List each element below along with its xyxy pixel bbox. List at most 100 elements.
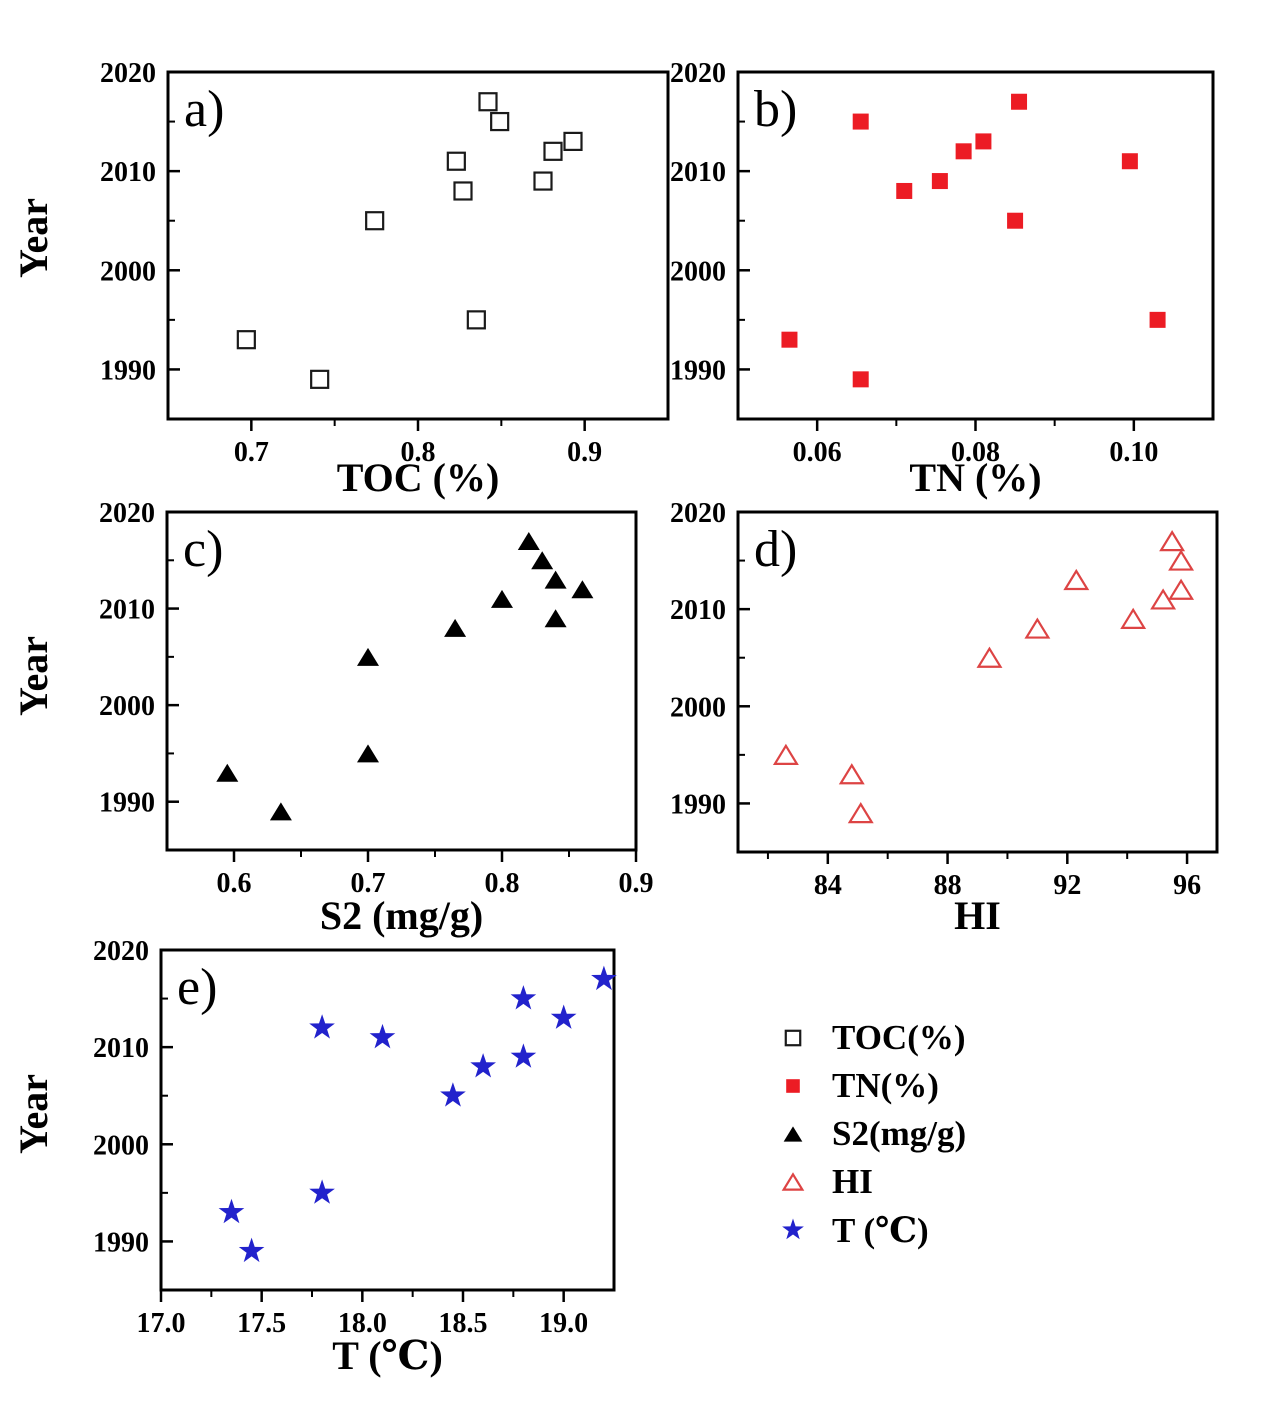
x-tick-label: 17.5 [237, 1308, 286, 1339]
data-point [781, 1172, 805, 1191]
x-tick-label: 18.5 [439, 1308, 488, 1339]
data-point [216, 763, 239, 782]
y-tick-label: 2000 [100, 256, 156, 287]
x-tick-label: 96 [1173, 870, 1201, 901]
x-tick-label: 84 [814, 870, 842, 901]
data-point [550, 1004, 577, 1029]
data-point [543, 141, 563, 161]
data-point [238, 1237, 265, 1263]
data-point [269, 802, 292, 821]
data-point [847, 802, 874, 824]
xaxis-title-toc: TOC (%) [336, 455, 500, 500]
scatter-panel-d: 84 88 92 96 1990 2000 2010 2020 [670, 498, 1219, 901]
legend-item-t: T (℃) [772, 1206, 966, 1254]
y-tick-label: 2000 [670, 692, 726, 723]
legend-label: T (℃) [832, 1210, 929, 1250]
data-point [365, 211, 385, 231]
data-point [591, 965, 617, 991]
data-point [309, 1014, 335, 1039]
square-open-icon [784, 1029, 802, 1047]
xaxis-title-hi: HI [954, 893, 1001, 938]
data-point [236, 330, 256, 350]
y-tick-label: 2000 [99, 691, 155, 722]
y-tick-label: 2010 [93, 1033, 149, 1064]
data-point [838, 763, 865, 785]
y-tick-label: 1990 [93, 1227, 149, 1258]
data-point [976, 646, 1003, 668]
legend-label: S2(mg/g) [832, 1114, 967, 1153]
data-point [510, 1043, 537, 1068]
square-filled-icon [786, 1079, 800, 1093]
panel-letter-e: e) [177, 959, 218, 1016]
y-tick-label: 1990 [99, 788, 155, 819]
x-tick-label: 17.0 [137, 1308, 186, 1339]
x-tick-label: 0.9 [567, 437, 602, 468]
data-point [453, 181, 473, 201]
data-point [357, 744, 379, 763]
data-point [533, 171, 553, 191]
y-tick-label: 2010 [100, 157, 156, 188]
data-point [1168, 578, 1195, 600]
legend-item-s2: S2(mg/g) [772, 1110, 966, 1158]
x-tick-label: 0.06 [793, 437, 842, 468]
data-point [781, 331, 798, 348]
x-tick-label: 0.7 [234, 437, 269, 468]
legend-item-toc: TOC(%) [772, 1014, 966, 1062]
data-point [783, 1126, 803, 1142]
data-point [544, 609, 567, 628]
data-point [1120, 607, 1147, 629]
legend: TOC(%) TN(%) S2(mg/g) HI T (℃) [772, 1014, 966, 1254]
legend-item-hi: HI [772, 1158, 966, 1206]
plot-box [166, 70, 670, 421]
legend-item-tn: TN(%) [772, 1062, 966, 1110]
data-point [782, 1218, 804, 1240]
x-tick-label: 92 [1053, 870, 1081, 901]
scatter-panel-e: 17.0 17.5 18.0 18.5 19.0 1990 2000 2010 2020 [93, 936, 617, 1339]
data-point [852, 371, 869, 388]
legend-label: TN(%) [832, 1066, 939, 1105]
y-tick-label: 2010 [99, 595, 155, 626]
x-tick-label: 0.08 [951, 437, 1000, 468]
yaxis-title-year-a: Year [11, 198, 56, 278]
data-point [784, 1029, 802, 1047]
y-tick-label: 2020 [670, 58, 726, 89]
triangle-filled-icon [783, 1126, 803, 1142]
y-tick-label: 2010 [670, 595, 726, 626]
star-icon [782, 1218, 804, 1240]
y-tick-label: 2000 [670, 256, 726, 287]
data-point [1159, 530, 1186, 552]
scatter-panel-c: 0.6 0.7 0.8 0.9 1990 2000 2010 2020 [99, 498, 654, 899]
y-tick-label: 2020 [100, 58, 156, 89]
y-tick-label: 1990 [670, 355, 726, 386]
data-point [975, 133, 992, 150]
data-point [440, 1082, 466, 1107]
y-tick-label: 1990 [670, 789, 726, 820]
panel-letter-b: b) [754, 81, 798, 138]
data-point [544, 570, 567, 589]
data-point [531, 551, 554, 570]
data-point [931, 173, 948, 190]
x-tick-label: 0.6 [217, 868, 252, 899]
legend-label: TOC(%) [832, 1018, 966, 1057]
panel-letter-a: a) [184, 81, 225, 138]
panel-letter-d: d) [754, 521, 798, 578]
data-point [955, 143, 972, 160]
data-point [563, 131, 583, 151]
data-point [517, 531, 540, 550]
xaxis-title-tn: TN (%) [909, 455, 1042, 500]
data-point [444, 618, 467, 637]
x-tick-label: 0.7 [351, 868, 386, 899]
triangle-open-icon [781, 1172, 805, 1191]
xaxis-title-s2: S2 (mg/g) [319, 893, 484, 938]
data-point [478, 92, 498, 112]
data-point [1007, 212, 1024, 229]
data-point [369, 1023, 396, 1049]
data-point [466, 310, 486, 330]
xaxis-title-t: T (℃) [332, 1333, 443, 1378]
data-point [1121, 153, 1138, 170]
yaxis-title-year-c: Year [11, 636, 56, 716]
data-point [510, 985, 537, 1010]
scatter-panel-a: 0.7 0.8 0.9 1990 2000 2010 2020 [100, 58, 670, 468]
data-point [218, 1198, 245, 1224]
